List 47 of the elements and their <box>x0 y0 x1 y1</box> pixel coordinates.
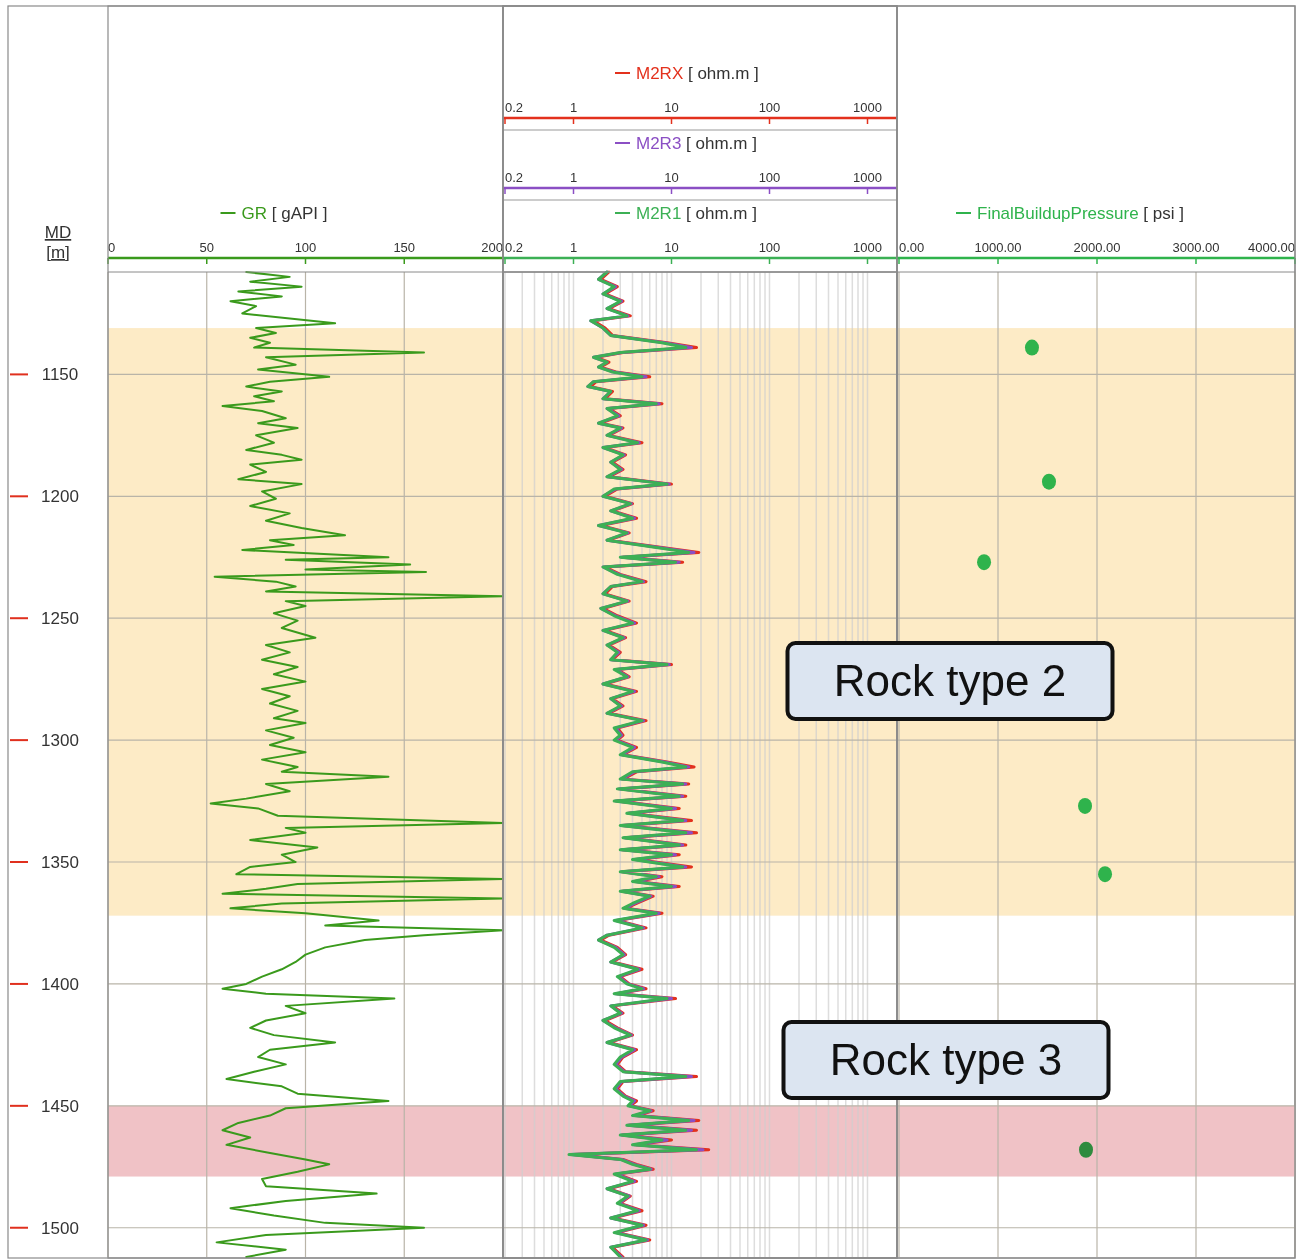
y-tick-label: 1350 <box>41 853 79 873</box>
y-tick-label: 1300 <box>41 731 79 751</box>
x-tick-label: 4000.00 <box>1248 240 1295 255</box>
point <box>1041 473 1056 490</box>
y-axis-title: MD [m] <box>44 223 72 262</box>
legend-label: M2R3 [ ohm.m ] <box>636 134 757 153</box>
x-tick-label: 1000.00 <box>974 240 1022 255</box>
y-tick-label: 1500 <box>41 1218 79 1238</box>
x-tick-label: 1000 <box>853 170 882 185</box>
point <box>977 554 992 571</box>
x-tick-label: 200 <box>481 240 503 255</box>
x-tick-label: 100 <box>294 240 317 255</box>
x-tick-label: 50 <box>199 240 214 255</box>
x-tick-label: 0.2 <box>505 240 524 255</box>
x-tick-label: 0.00 <box>899 240 925 255</box>
y-tick-label: 1400 <box>41 974 79 994</box>
legend-label: M2RX [ ohm.m ] <box>636 64 759 83</box>
x-tick-label: 0.2 <box>505 170 524 185</box>
x-tick-label: 100 <box>758 170 781 185</box>
point <box>1078 797 1093 814</box>
annotation: Rock type 3 <box>829 1035 1063 1084</box>
x-tick-label: 100 <box>758 100 781 115</box>
x-tick-label: 1000 <box>853 100 882 115</box>
x-tick-label: 1 <box>569 170 578 185</box>
y-tick-label: 1200 <box>41 487 79 507</box>
x-tick-label: 1000 <box>853 240 882 255</box>
y-tick-label: 1250 <box>41 609 79 629</box>
x-tick-label: 1 <box>569 240 578 255</box>
x-tick-label: 2000.00 <box>1073 240 1121 255</box>
x-tick-label: 0 <box>108 240 116 255</box>
legend-label: M2R1 [ ohm.m ] <box>636 204 757 223</box>
x-tick-label: 10 <box>664 170 679 185</box>
point <box>1079 1141 1094 1158</box>
x-tick-label: 10 <box>664 100 679 115</box>
annotation: Rock type 2 <box>833 656 1067 705</box>
point <box>1024 339 1039 356</box>
x-tick-label: 100 <box>758 240 781 255</box>
x-tick-label: 10 <box>664 240 679 255</box>
y-tick-label: 1450 <box>41 1096 79 1116</box>
x-tick-label: 3000.00 <box>1172 240 1220 255</box>
x-tick-label: 0.2 <box>505 100 524 115</box>
y-tick-label: 1150 <box>41 365 79 385</box>
x-tick-label: 150 <box>393 240 416 255</box>
point <box>1098 866 1113 883</box>
legend-label: GR [ gAPI ] <box>241 204 328 223</box>
x-tick-label: 1 <box>569 100 578 115</box>
legend-label: FinalBuildupPressure [ psi ] <box>977 204 1184 223</box>
